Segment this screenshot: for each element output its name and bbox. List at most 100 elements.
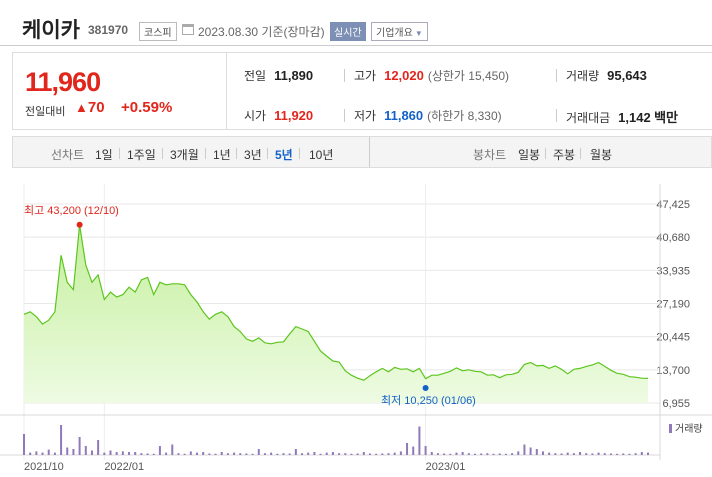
divider [580,148,581,159]
volume-bar [436,453,439,455]
tab-weekly[interactable]: 주봉 [553,148,576,162]
volume-bar [461,452,464,455]
volume-bar [474,453,477,455]
volume-bar [455,452,458,455]
volume-bar [535,449,538,455]
volume-bar [301,453,304,455]
divider [267,148,268,159]
high-marker [76,221,83,228]
volume-bar [362,452,365,455]
tab-daily[interactable]: 일봉 [518,148,541,162]
volume-bar [572,453,575,455]
base-date: 2023.08.30 기준(장마감) [198,25,325,39]
volume-bar [97,440,100,455]
volume-bar [35,451,38,455]
divider [236,148,237,159]
high-annotation: 최고 43,200 (12/10) [24,204,119,217]
volume-bar [72,449,75,455]
volume-bar [140,453,143,455]
volume-bar [480,453,483,455]
volume-bar [103,452,106,455]
volume-bar [517,451,520,455]
volume-bar [325,452,328,455]
volume-bar [634,453,637,455]
company-info-dropdown[interactable]: 기업개요 ▼ [371,22,428,41]
stock-code: 381970 [88,23,129,37]
change-rate: +0.59% [121,99,173,116]
volume-bar [313,452,316,455]
price-change: ▲70 [75,99,105,116]
volume-bar [554,453,557,455]
tab-1day[interactable]: 1일 [95,148,113,162]
low-marker [422,385,429,391]
volume-bar [29,452,32,455]
volume-bar [350,453,353,455]
divider [119,148,120,159]
volume-bar [263,453,266,455]
volume-bar [399,451,402,455]
tab-3year[interactable]: 3년 [244,148,262,162]
tab-monthly[interactable]: 월봉 [590,148,613,162]
volume-bar [375,453,378,455]
x-tick-label: 2022/01 [104,461,144,473]
volume-bar [640,452,643,455]
volume-bar [47,449,50,455]
divider [556,69,557,82]
stock-name: 케이카 [22,19,80,42]
volume-bar [282,453,285,455]
volume-bar [202,452,205,455]
volume-bar [504,453,507,455]
volume-bar [387,453,390,455]
volume-bar [523,444,526,455]
tab-10year[interactable]: 10년 [309,148,334,162]
stat-trade-amount: 거래대금 1,142 백만 [566,110,678,125]
current-price-box: 11,960 전일대비 ▲70 +0.59% [12,52,227,130]
price-line [23,224,649,381]
y-tick-label: 47,425 [656,199,690,211]
calendar-icon [182,24,194,35]
volume-bar [449,453,452,455]
divider [162,148,163,159]
volume-bar [628,453,631,455]
volume-bar [338,453,341,455]
volume-bar [66,447,69,455]
divider [205,148,206,159]
volume-bar [245,453,248,455]
market-badge: 코스피 [139,22,177,41]
realtime-button[interactable]: 실시간 [330,22,366,41]
volume-bar [152,453,155,455]
y-tick-label: 20,445 [656,332,690,344]
volume-bar [60,425,63,455]
y-tick-label: 13,700 [656,365,690,377]
tab-1year[interactable]: 1년 [213,148,231,162]
tab-3month[interactable]: 3개월 [170,148,199,162]
tab-5year[interactable]: 5년 [275,148,293,162]
tab-1week[interactable]: 1주일 [127,148,156,162]
volume-bar [276,453,279,455]
volume-bar [214,453,217,455]
change-label: 전일대비 [25,106,66,118]
volume-bar [529,447,532,455]
volume-bar [331,452,334,455]
price-chart: 47,425 40,680 33,935 27,190 20,445 13,700 6,95… [0,184,712,473]
stat-open: 시가 11,920 [244,108,314,123]
volume-swatch [669,424,672,433]
volume-bar [585,453,588,455]
divider [344,109,345,122]
volume-bar [288,453,291,455]
volume-bar [195,452,198,455]
volume-bar [270,452,273,455]
volume-bar [233,452,236,455]
volume-bar [344,453,347,455]
stock-header: 케이카 381970 코스피 2023.08.30 기준(장마감) 실시간 기업… [0,0,712,46]
volume-bar [486,453,489,455]
volume-bar [579,452,582,455]
volume-bar [41,452,44,455]
volume-bar [406,443,409,455]
volume-bar [548,452,551,455]
volume-bar [109,450,112,455]
volume-bar [115,452,118,455]
volume-bar [566,452,569,455]
volume-bar [307,452,310,455]
volume-bar [467,453,470,455]
